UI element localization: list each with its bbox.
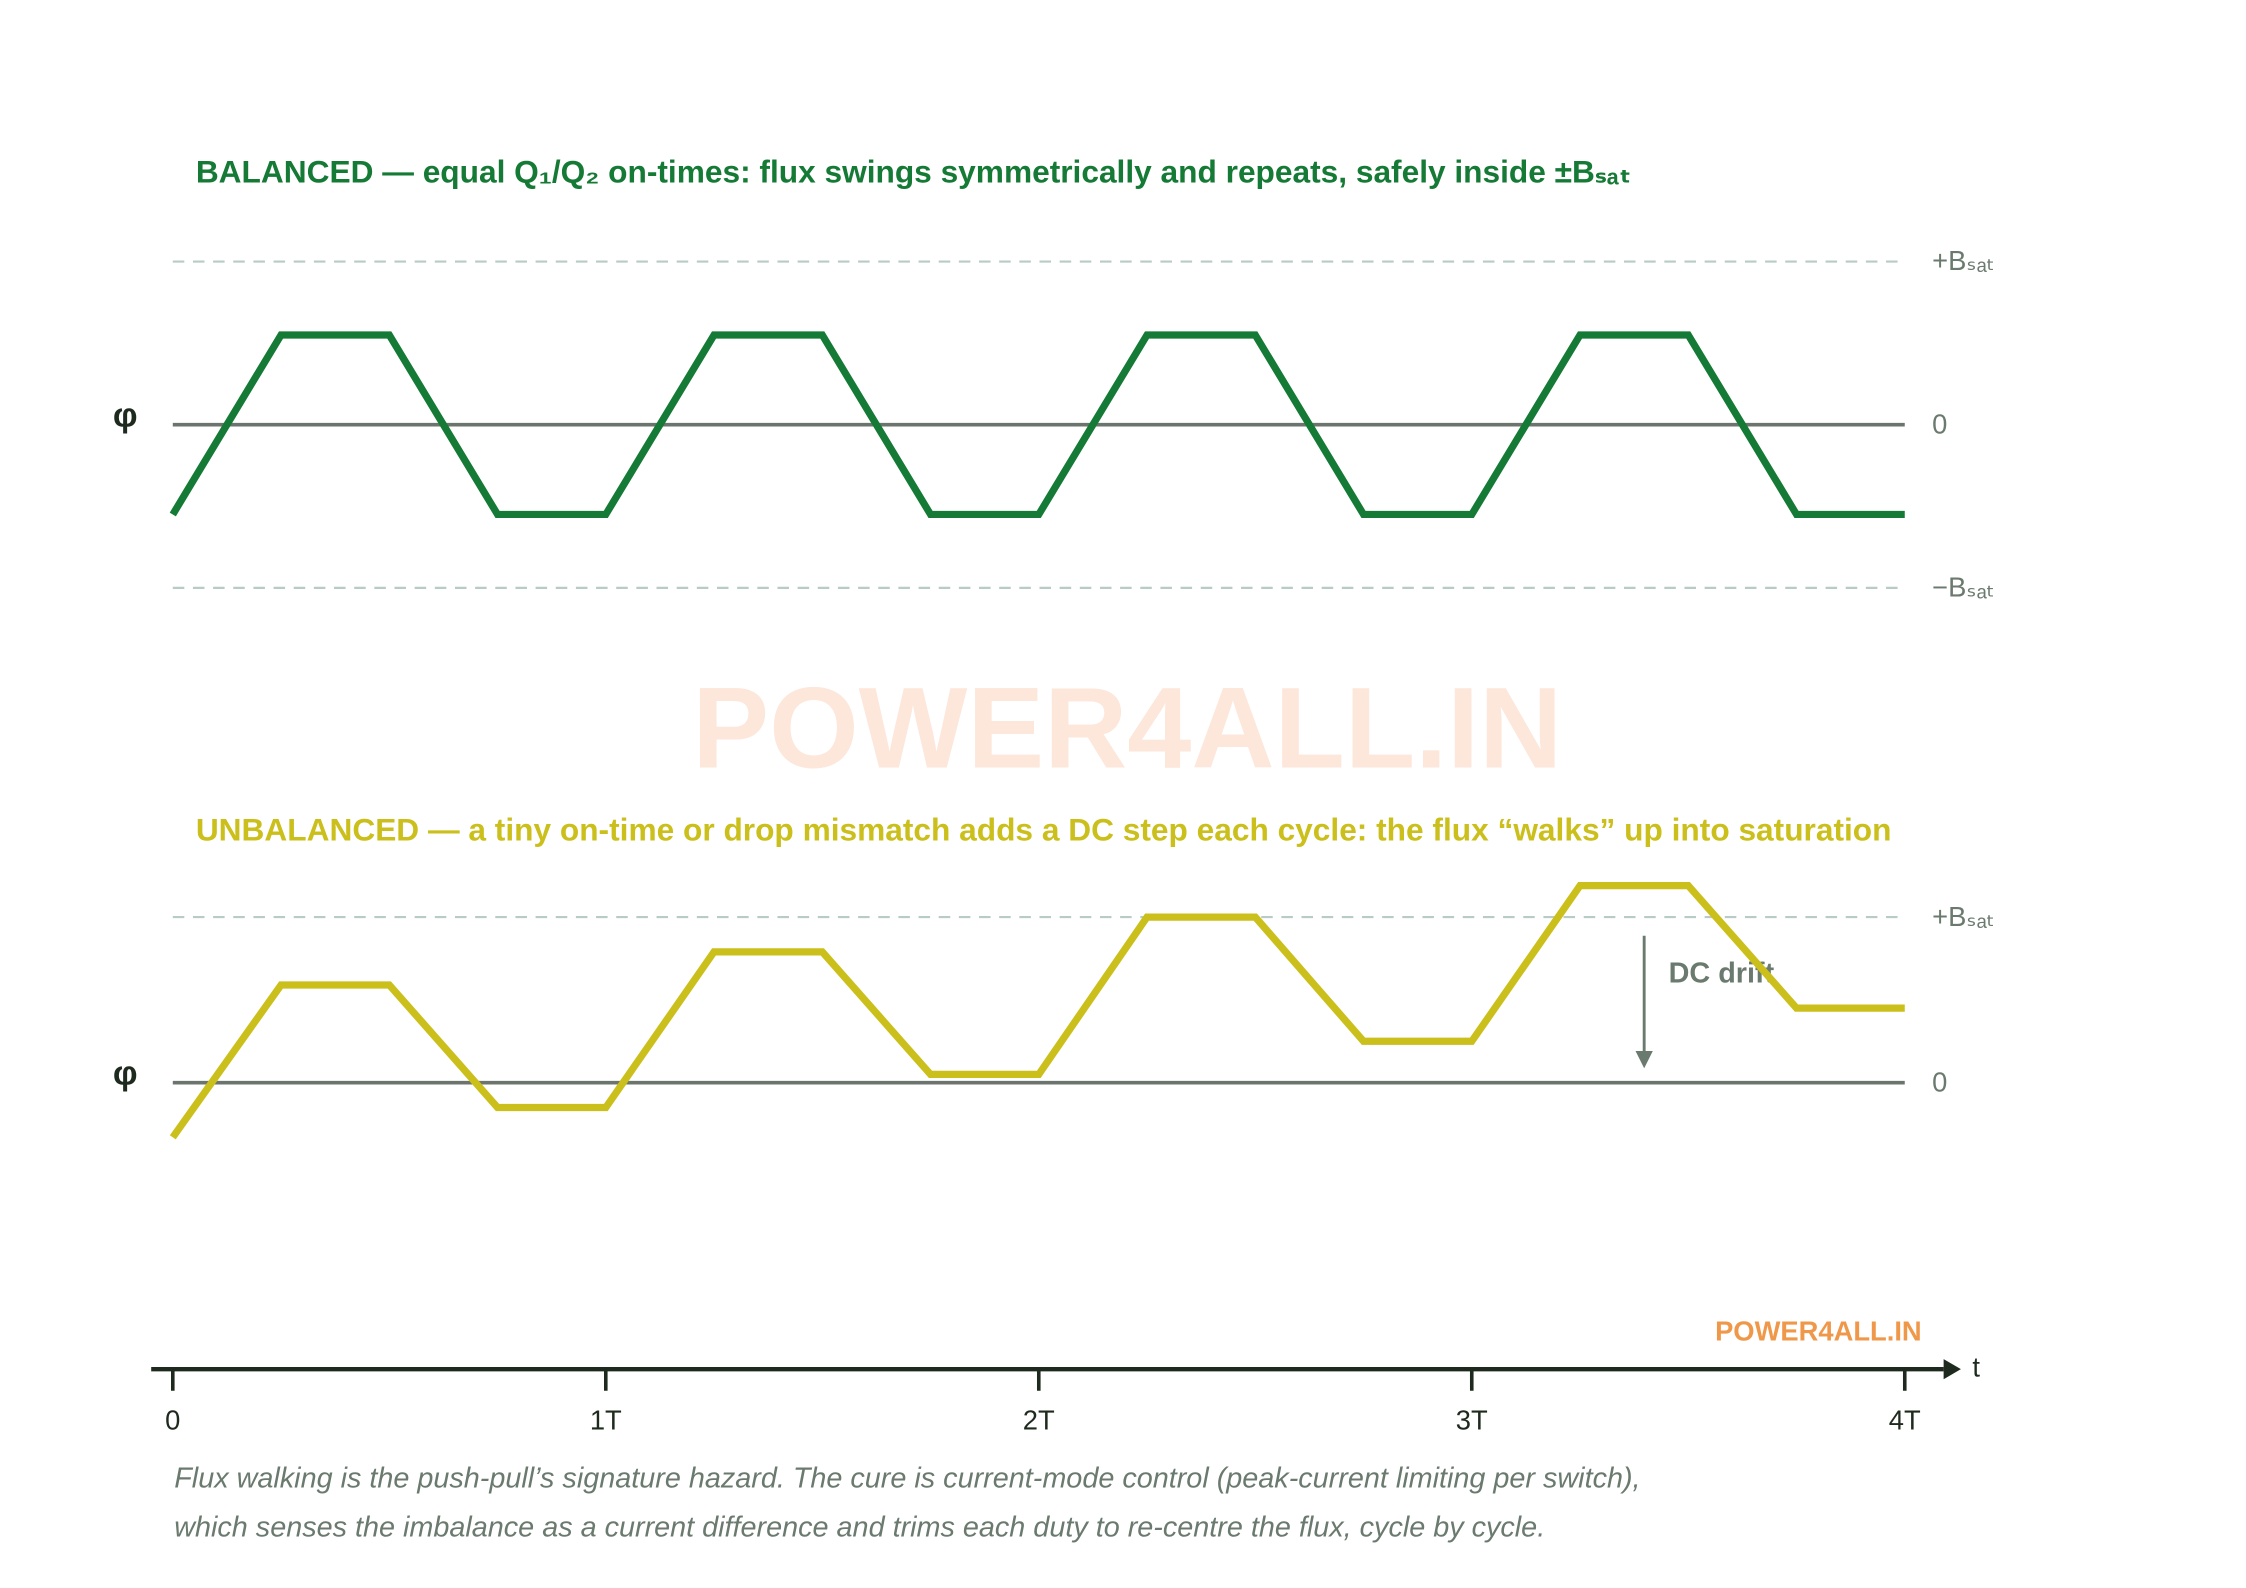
drift-arrow-head (1635, 1050, 1653, 1069)
x-tick-label: 4T (1889, 1405, 1921, 1436)
flux-line (169, 882, 1905, 1140)
caption: which senses the imbalance as a current … (174, 1512, 1545, 1544)
caption: Flux walking is the push-pull’s signatur… (174, 1463, 1640, 1495)
x-tick-label: 0 (165, 1405, 180, 1436)
x-axis-arrow (1943, 1359, 1961, 1380)
y-tick-label: −Bₛₐₜ (1932, 572, 1995, 603)
y-tick-label: +Bₛₐₜ (1932, 901, 1995, 932)
x-tick-label: 3T (1456, 1405, 1488, 1436)
x-tick-label: 2T (1023, 1405, 1055, 1436)
watermark: POWER4ALL.IN (692, 665, 1562, 793)
x-tick-label: 1T (590, 1405, 622, 1436)
flux-line (169, 331, 1905, 519)
y-tick-label: +Bₛₐₜ (1932, 245, 1995, 276)
y-axis-label: φ (113, 397, 138, 435)
y-tick-label: 0 (1932, 1066, 1947, 1097)
chart-title: BALANCED — equal Q₁/Q₂ on-times: flux sw… (196, 154, 1631, 190)
brand: POWER4ALL.IN (1715, 1315, 1922, 1346)
chart-title: UNBALANCED — a tiny on-time or drop mism… (196, 812, 1892, 848)
x-axis-label: t (1972, 1351, 1980, 1382)
y-axis-label: φ (113, 1055, 138, 1093)
y-tick-label: 0 (1932, 408, 1947, 439)
